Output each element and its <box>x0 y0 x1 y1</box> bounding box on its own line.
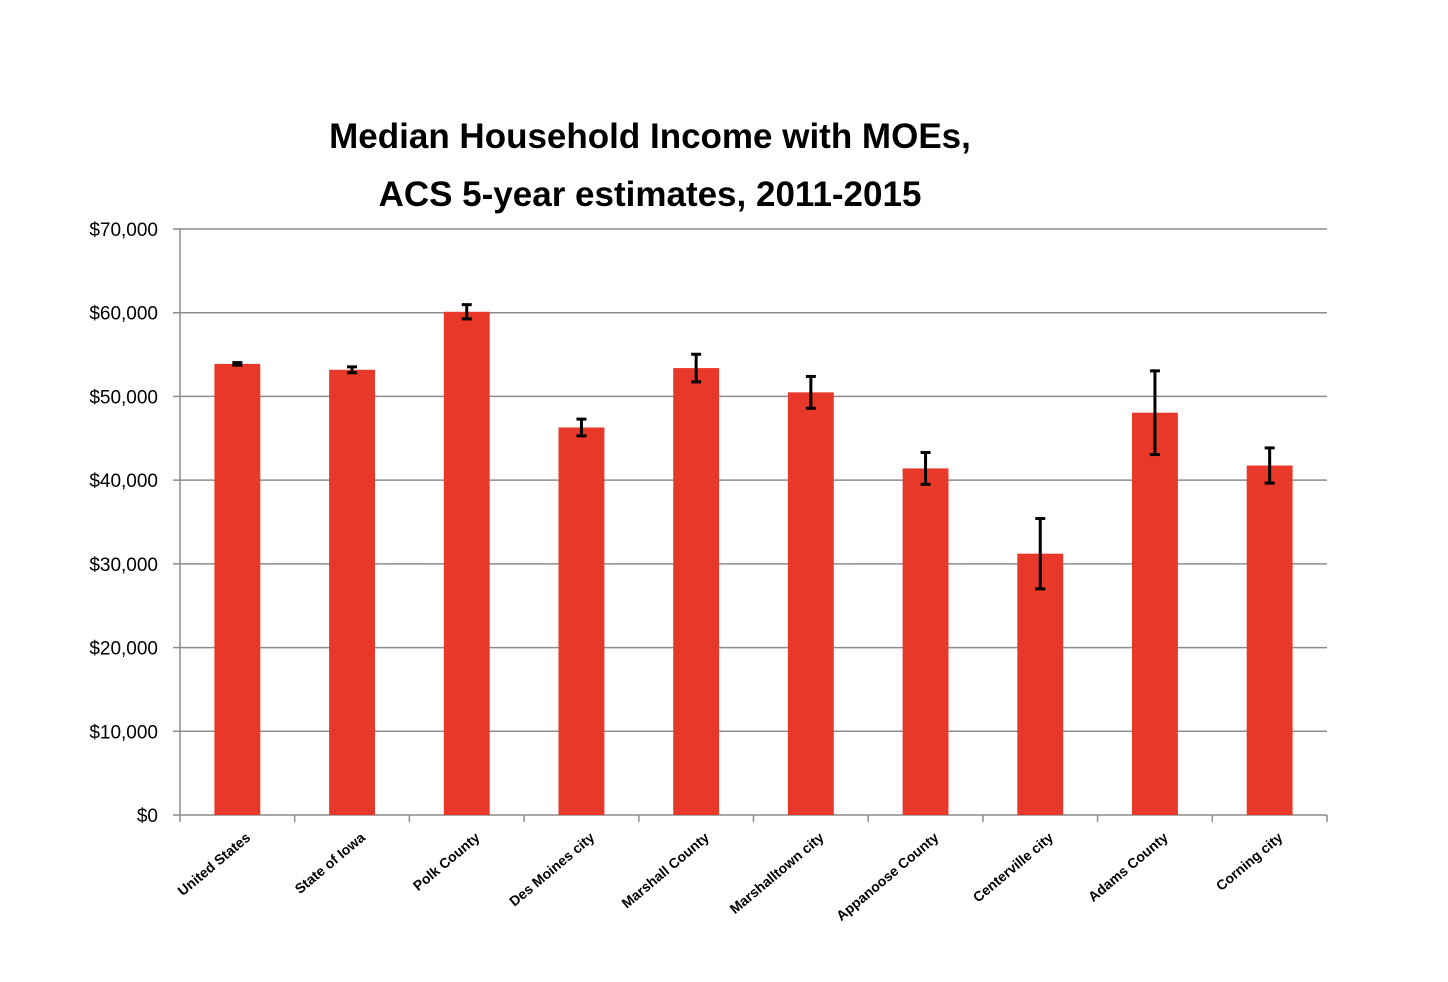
x-category-label: State of Iowa <box>292 829 369 897</box>
y-tick-label: $40,000 <box>89 471 158 492</box>
bar <box>673 368 720 815</box>
x-category-label: Marshalltown city <box>727 829 827 917</box>
x-category-label: United States <box>174 829 253 899</box>
chart-title-line-1: Median Household Income with MOEs, <box>329 117 971 156</box>
bar <box>1132 412 1178 815</box>
y-tick-label: $30,000 <box>89 555 158 576</box>
bar <box>329 369 375 815</box>
bar <box>1017 553 1064 815</box>
y-tick-label: $10,000 <box>89 722 158 743</box>
x-category-label: Adams County <box>1085 829 1171 905</box>
y-tick-label: $70,000 <box>89 220 158 241</box>
x-category-label: Polk County <box>410 829 483 894</box>
bar <box>443 311 490 815</box>
bar <box>902 468 949 815</box>
y-tick-label: $60,000 <box>89 304 158 325</box>
bar <box>1246 465 1293 815</box>
chart-title-line-2: ACS 5-year estimates, 2011-2015 <box>378 175 922 214</box>
y-tick-label: $20,000 <box>89 639 158 660</box>
chart-title: Median Household Income with MOEs, ACS 5… <box>0 108 1300 224</box>
x-category-label: Centerville city <box>970 829 1057 905</box>
x-category-label: Corning city <box>1213 829 1286 894</box>
y-tick-label: $0 <box>137 806 158 827</box>
bar <box>214 363 261 815</box>
x-category-label: Des Moines city <box>506 829 598 909</box>
error-bars <box>232 303 1275 591</box>
x-category-label: Marshall County <box>618 829 712 911</box>
bars <box>214 311 1293 815</box>
bar <box>558 427 605 815</box>
x-category-label: Appanoose County <box>833 829 942 924</box>
y-tick-label: $50,000 <box>89 387 158 408</box>
bar <box>787 392 834 815</box>
